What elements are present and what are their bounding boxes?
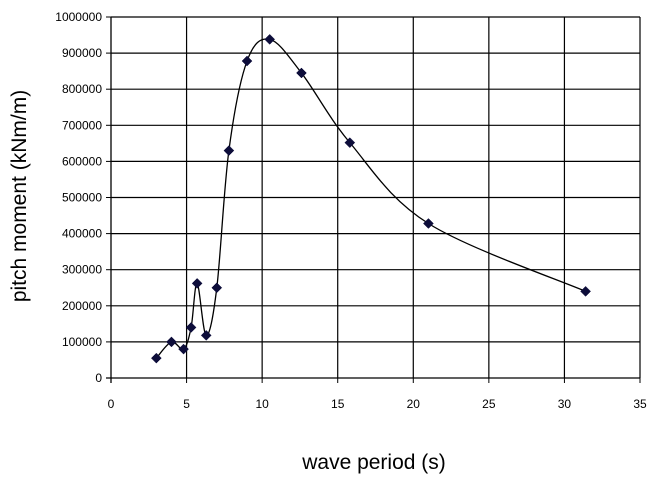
data-point-5: [200, 330, 212, 341]
y-tick-label: 200000: [62, 299, 102, 313]
data-point-7: [223, 145, 235, 156]
smoothed-series-line: [155, 38, 586, 359]
y-tick-labels: 0 100000 200000 300000 400000 500000 600000 700…: [55, 10, 102, 385]
y-tick-label: 100000: [62, 335, 102, 349]
y-tick-label: 300000: [62, 263, 102, 277]
data-point-13: [580, 286, 591, 297]
x-tick-label: 30: [558, 397, 572, 411]
x-tick-label: 0: [108, 397, 115, 411]
x-tick-label: 35: [633, 397, 647, 411]
x-tick-label: 25: [482, 397, 496, 411]
axes: [106, 16, 641, 383]
x-tick-label: 10: [255, 397, 269, 411]
data-point-10: [296, 67, 307, 79]
y-tick-label: 900000: [62, 46, 102, 60]
data-point-0: [150, 352, 162, 364]
y-tick-label: 500000: [62, 191, 102, 205]
data-point-4: [191, 278, 203, 289]
y-tick-label: 0: [95, 371, 102, 385]
y-tick-label: 400000: [62, 227, 102, 241]
data-points: [150, 34, 591, 364]
x-axis-title: wave period (s): [301, 451, 446, 474]
data-point-3: [185, 322, 197, 333]
data-point-6: [211, 282, 223, 294]
y-tick-label: 700000: [62, 118, 102, 132]
data-point-2: [178, 343, 189, 355]
x-tick-label: 15: [331, 397, 345, 411]
data-point-11: [344, 137, 356, 148]
data-point-12: [423, 218, 434, 229]
x-tick-labels: 0 5 10 15 20 25 30 35: [108, 397, 647, 411]
x-tick-label: 5: [183, 397, 190, 411]
horizontal-gridlines: [111, 16, 640, 343]
y-axis-title: pitch moment (kNm/m): [8, 90, 31, 302]
x-tick-label: 20: [407, 397, 421, 411]
y-tick-label: 1000000: [55, 10, 102, 24]
y-tick-label: 600000: [62, 154, 102, 168]
data-point-8: [241, 55, 253, 67]
data-point-1: [166, 336, 177, 348]
y-tick-label: 800000: [62, 82, 102, 96]
data-point-9: [264, 34, 276, 45]
